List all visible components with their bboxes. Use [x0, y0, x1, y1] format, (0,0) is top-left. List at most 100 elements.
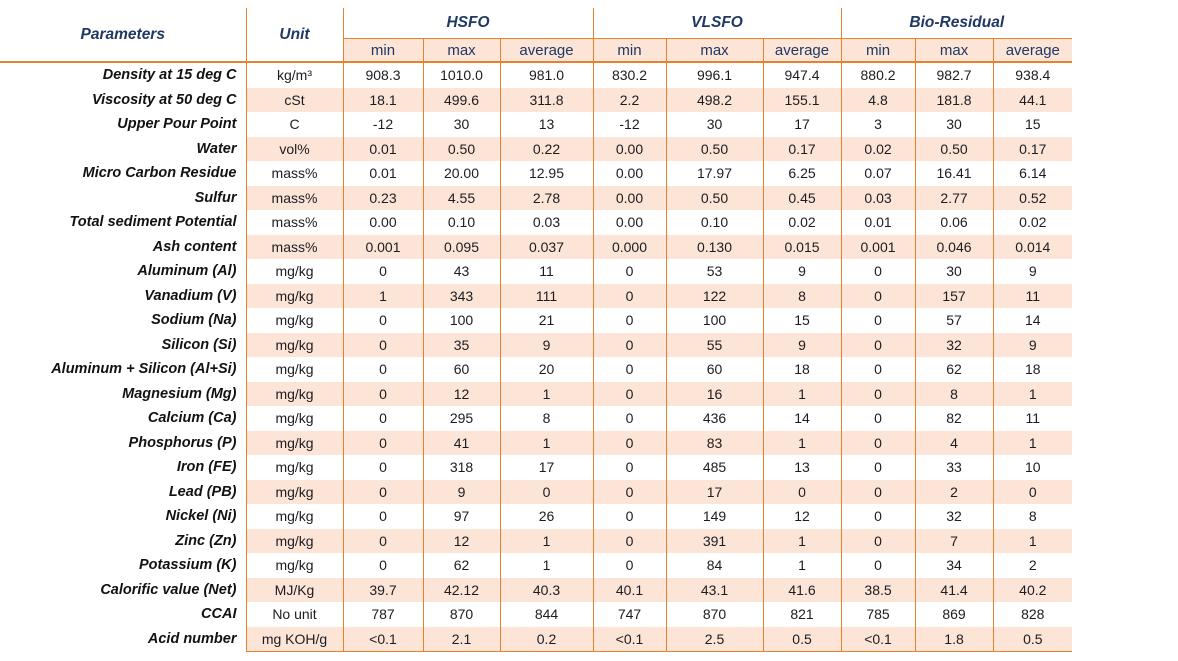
- value-cell: 0.50: [914, 136, 994, 161]
- unit-cell: mg/kg: [245, 381, 343, 406]
- value-cell: 0: [840, 357, 916, 382]
- value-cell: 12: [422, 528, 500, 553]
- parameter-name-cell: Upper Pour Point: [117, 116, 237, 133]
- value-cell: 1: [342, 283, 423, 308]
- value-cell: 2.77: [914, 185, 994, 210]
- vlsfo-average-header: average: [762, 38, 842, 63]
- value-cell: 0: [342, 455, 423, 480]
- value-cell: 0: [592, 283, 666, 308]
- value-cell: 485: [665, 455, 763, 480]
- value-cell: 0: [342, 430, 423, 455]
- value-cell: 0: [840, 553, 916, 578]
- table-row: Micro Carbon Residue mass% 0.01 20.00 12.95 0…: [0, 161, 1073, 186]
- value-cell: 0.00: [592, 136, 666, 161]
- value-cell: 0: [342, 308, 423, 333]
- value-cell: 2.5: [665, 626, 763, 652]
- value-cell: 44.1: [992, 87, 1073, 112]
- value-cell: 12.95: [499, 161, 593, 186]
- value-cell: 17: [665, 479, 763, 504]
- value-cell: 0.06: [914, 210, 994, 235]
- unit-cell: mg/kg: [245, 332, 343, 357]
- unit-cell: No unit: [245, 602, 343, 627]
- value-cell: 0.01: [342, 136, 423, 161]
- value-cell: 498.2: [665, 87, 763, 112]
- value-cell: 0.03: [840, 185, 916, 210]
- value-cell: 15: [762, 308, 842, 333]
- value-cell: 40.2: [992, 577, 1073, 602]
- unit-cell: mg/kg: [245, 553, 343, 578]
- unit-cell: mg/kg: [245, 455, 343, 480]
- unit-cell: mg/kg: [245, 259, 343, 284]
- value-cell: 0.130: [665, 234, 763, 259]
- value-cell: 0.50: [665, 185, 763, 210]
- value-cell: 157: [914, 283, 994, 308]
- parameter-name-cell: Acid number: [147, 631, 237, 647]
- value-cell: 1: [499, 430, 593, 455]
- value-cell: 4.8: [840, 87, 916, 112]
- value-cell: 0.2: [499, 626, 593, 652]
- value-cell: 0: [840, 528, 916, 553]
- value-cell: <0.1: [342, 626, 423, 652]
- value-cell: 0: [592, 332, 666, 357]
- value-cell: 0: [342, 381, 423, 406]
- table-row: Iron (FE) mg/kg 0 318 17 0 485 13 0 33 10: [0, 455, 1073, 480]
- table-row: Vanadium (V) mg/kg 1 343 111 0 122 8 0 157 11: [0, 283, 1073, 308]
- value-cell: 1: [762, 553, 842, 578]
- hsfo-average-header: average: [499, 38, 593, 63]
- unit-cell: vol%: [245, 136, 343, 161]
- value-cell: 1.8: [914, 626, 994, 652]
- value-cell: 3: [840, 112, 916, 137]
- value-cell: 1: [499, 528, 593, 553]
- parameter-name-cell: Magnesium (Mg): [122, 385, 237, 402]
- value-cell: 499.6: [422, 87, 500, 112]
- value-cell: 35: [422, 332, 500, 357]
- unit-cell: mass%: [245, 185, 343, 210]
- unit-column-header: Unit: [245, 8, 343, 63]
- unit-cell: mg KOH/g: [245, 626, 343, 652]
- parameter-name-cell: Ash content: [152, 238, 237, 255]
- value-cell: 17: [762, 112, 842, 137]
- value-cell: <0.1: [840, 626, 916, 652]
- value-cell: 9: [762, 259, 842, 284]
- value-cell: 0: [342, 332, 423, 357]
- unit-cell: mass%: [245, 234, 343, 259]
- value-cell: 0.001: [342, 234, 423, 259]
- unit-cell: C: [245, 112, 343, 137]
- value-cell: 2.78: [499, 185, 593, 210]
- unit-cell: mg/kg: [245, 283, 343, 308]
- parameter-name-cell: Potassium (K): [139, 557, 237, 574]
- table-header: Parameters Unit HSFO VLSFO Bio-Residual …: [0, 8, 1073, 63]
- value-cell: 0.10: [422, 210, 500, 235]
- parameter-name-cell: Water: [196, 140, 237, 157]
- table-row: Potassium (K) mg/kg 0 62 1 0 84 1 0 34 2: [0, 553, 1073, 578]
- value-cell: 14: [762, 406, 842, 431]
- value-cell: 30: [665, 112, 763, 137]
- fuel-parameters-table: Parameters Unit HSFO VLSFO Bio-Residual …: [0, 8, 1073, 652]
- value-cell: 0: [592, 308, 666, 333]
- parameter-name-cell: Nickel (Ni): [165, 508, 237, 525]
- vlsfo-max-header: max: [665, 38, 763, 63]
- table-row: Aluminum (Al) mg/kg 0 43 11 0 53 9 0 30 9: [0, 259, 1073, 284]
- value-cell: 311.8: [499, 87, 593, 112]
- value-cell: 1: [499, 553, 593, 578]
- value-cell: 83: [665, 430, 763, 455]
- value-cell: 0.03: [499, 210, 593, 235]
- value-cell: 41.6: [762, 577, 842, 602]
- value-cell: 8: [914, 381, 994, 406]
- value-cell: 0: [592, 504, 666, 529]
- value-cell: 0.07: [840, 161, 916, 186]
- value-cell: 1: [499, 381, 593, 406]
- vlsfo-min-header: min: [592, 38, 666, 63]
- value-cell: 828: [992, 602, 1073, 627]
- value-cell: 39.7: [342, 577, 423, 602]
- parameter-name-cell: Total sediment Potential: [69, 214, 237, 231]
- table-row: CCAI No unit 787 870 844 747 870 821 785 869 828: [0, 602, 1073, 627]
- value-cell: 295: [422, 406, 500, 431]
- value-cell: 15: [992, 112, 1073, 137]
- value-cell: 8: [762, 283, 842, 308]
- value-cell: 17: [499, 455, 593, 480]
- bio-average-header: average: [992, 38, 1073, 63]
- value-cell: 0.000: [592, 234, 666, 259]
- value-cell: 9: [499, 332, 593, 357]
- value-cell: 1: [992, 381, 1073, 406]
